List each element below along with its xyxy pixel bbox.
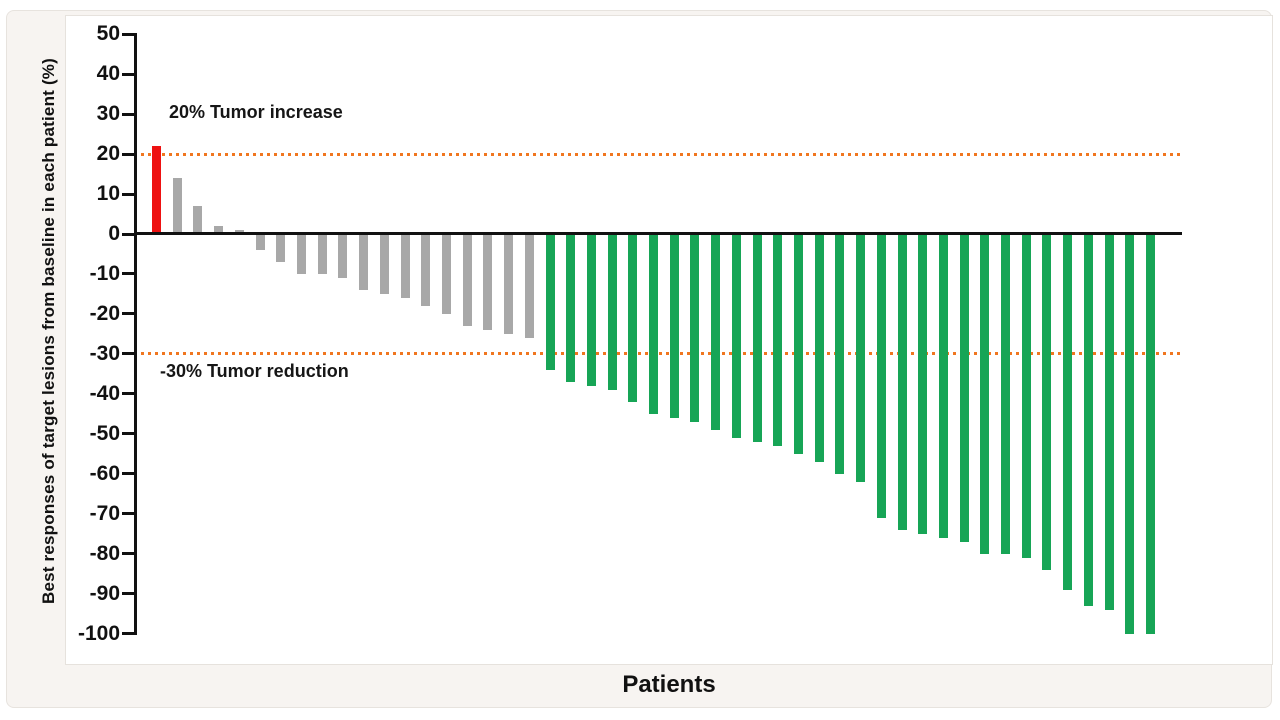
bar-patient-7 xyxy=(276,234,286,262)
bar-patient-10 xyxy=(338,234,348,278)
bar-patient-47 xyxy=(1104,234,1114,610)
bar-patient-1 xyxy=(152,146,161,234)
bar-patient-14 xyxy=(421,234,431,306)
bar-patient-44 xyxy=(1042,234,1052,570)
y-tick-label: -40 xyxy=(89,381,120,405)
y-tick-label: 40 xyxy=(96,62,120,86)
plot-area: 50 40 30 20 10 0 -10 -20 -30 -40 -50 -60 -70 -80 -90 -1… xyxy=(66,16,1272,664)
y-tick-mark xyxy=(122,392,135,396)
y-tick-mark xyxy=(122,632,135,635)
bar-patient-27 xyxy=(690,234,700,422)
zero-baseline xyxy=(134,232,1182,235)
y-tick-mark xyxy=(122,152,135,156)
x-axis-title: Patients xyxy=(622,671,716,698)
bar-patient-25 xyxy=(649,234,658,414)
y-tick-mark xyxy=(122,232,135,236)
y-tick-mark xyxy=(122,72,135,76)
bar-patient-35 xyxy=(856,234,866,482)
y-tick-mark xyxy=(122,432,135,436)
bar-patient-37 xyxy=(897,234,907,530)
reference-line-20 xyxy=(134,152,1182,156)
bar-patient-31 xyxy=(773,234,783,446)
bar-patient-6 xyxy=(255,234,265,250)
bar-patient-28 xyxy=(711,234,721,430)
plot-card: 50 40 30 20 10 0 -10 -20 -30 -40 -50 -60 -70 -80 -90 -1… xyxy=(65,15,1273,665)
bar-patient-24 xyxy=(628,234,638,402)
bar-patient-49 xyxy=(1146,234,1155,634)
bar-patient-15 xyxy=(441,234,451,314)
y-tick-mark xyxy=(122,552,135,556)
bar-patient-2 xyxy=(172,178,182,234)
y-tick-label: -60 xyxy=(89,461,120,485)
y-tick-label: -80 xyxy=(89,541,120,565)
bar-patient-38 xyxy=(918,234,928,534)
y-tick-label: -10 xyxy=(89,261,120,285)
bar-patient-36 xyxy=(876,234,886,518)
bar-patient-45 xyxy=(1063,234,1073,590)
y-tick-mark xyxy=(122,112,135,116)
bar-patient-18 xyxy=(504,234,513,334)
bar-patient-30 xyxy=(752,234,762,442)
bar-patient-4 xyxy=(214,226,224,234)
y-tick-label: -90 xyxy=(89,581,120,605)
y-tick-label: -30 xyxy=(89,341,120,365)
y-tick-mark xyxy=(122,592,135,595)
y-tick-mark xyxy=(122,512,135,516)
bar-patient-26 xyxy=(669,234,679,418)
bar-patient-33 xyxy=(814,234,824,462)
bar-patient-42 xyxy=(1001,234,1010,554)
y-tick-mark xyxy=(122,312,135,316)
y-tick-label: -70 xyxy=(89,501,120,525)
y-tick-mark xyxy=(122,472,135,476)
annotation-tumor-reduction: -30% Tumor reduction xyxy=(160,361,349,381)
bar-patient-16 xyxy=(462,234,472,326)
reference-line--30 xyxy=(134,352,1182,356)
bar-patient-17 xyxy=(483,234,493,330)
y-tick-label: 20 xyxy=(96,142,120,166)
bar-patient-3 xyxy=(193,206,203,234)
bar-patient-20 xyxy=(545,234,555,370)
bar-patient-13 xyxy=(400,234,410,298)
bar-patient-43 xyxy=(1021,234,1031,558)
bar-patient-40 xyxy=(959,234,969,542)
bar-patient-39 xyxy=(938,234,948,538)
bar-patient-32 xyxy=(793,234,803,454)
bar-patient-29 xyxy=(731,234,741,438)
y-tick-mark xyxy=(122,192,135,196)
chart-panel: Best responses of target lesions from ba… xyxy=(6,10,1273,708)
y-axis-line xyxy=(134,33,137,635)
y-tick-label: -50 xyxy=(89,421,120,445)
y-axis-title: Best responses of target lesions from ba… xyxy=(39,58,58,605)
y-tick-mark xyxy=(122,352,135,356)
y-tick-mark xyxy=(122,32,135,36)
y-tick-label: -20 xyxy=(89,301,120,325)
bar-patient-48 xyxy=(1125,234,1135,634)
y-tick-label: 30 xyxy=(96,102,120,126)
bar-patient-22 xyxy=(586,234,596,386)
bar-patient-11 xyxy=(359,234,369,290)
bar-patient-8 xyxy=(297,234,306,274)
bar-patient-23 xyxy=(607,234,617,390)
y-tick-mark xyxy=(122,272,135,276)
annotation-tumor-increase: 20% Tumor increase xyxy=(169,102,343,122)
bar-patient-46 xyxy=(1083,234,1093,606)
bar-patient-19 xyxy=(524,234,534,338)
y-tick-label: -100 xyxy=(77,621,120,645)
bar-patient-34 xyxy=(835,234,845,474)
bar-patient-12 xyxy=(379,234,389,294)
y-tick-label: 10 xyxy=(96,182,120,206)
bar-patient-9 xyxy=(317,234,327,274)
bar-patient-41 xyxy=(980,234,990,554)
bar-patient-21 xyxy=(566,234,576,382)
y-tick-label: 50 xyxy=(96,22,120,46)
y-tick-label: 0 xyxy=(108,222,120,245)
